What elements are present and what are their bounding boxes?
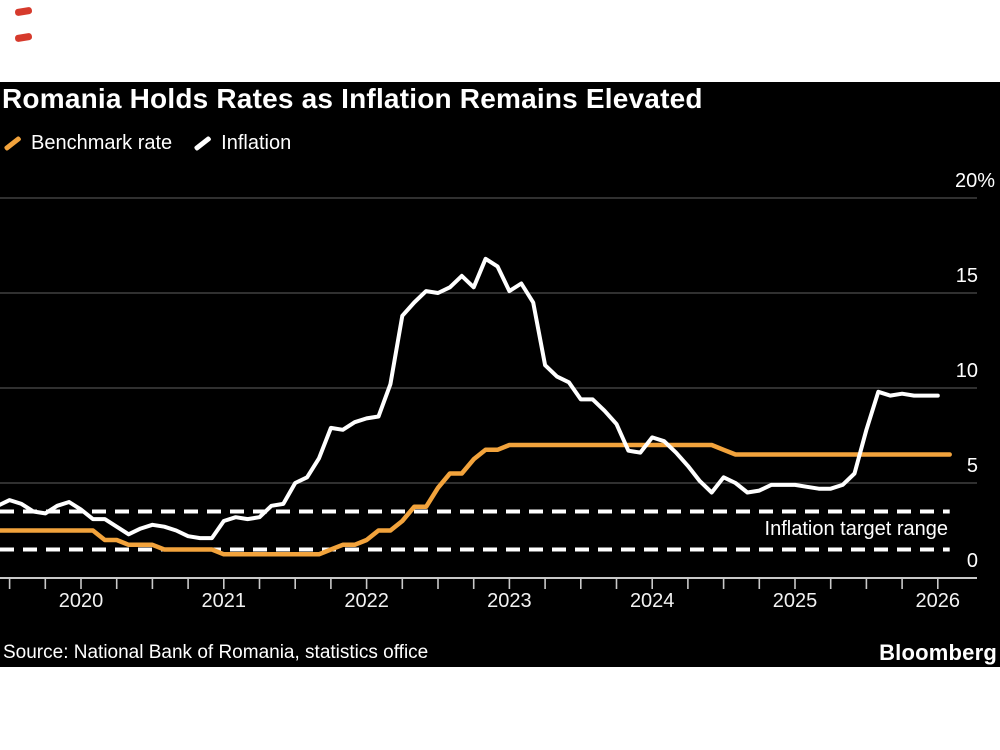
legend-item-inflation: Inflation <box>193 130 291 156</box>
chart-title: Romania Holds Rates as Inflation Remains… <box>2 83 703 114</box>
x-axis-label: 2020 <box>58 590 104 612</box>
x-axis-label: 2022 <box>344 590 389 612</box>
y-axis-label: 0 <box>966 550 978 572</box>
chart-legend: Benchmark rate Inflation <box>3 130 291 156</box>
x-axis-label: 2026 <box>915 590 961 612</box>
inflation-target-range-label: Inflation target range <box>764 518 948 540</box>
series-line-inflation <box>0 256 940 541</box>
x-axis-label: 2024 <box>629 590 675 612</box>
y-axis-label: 10 <box>955 360 978 382</box>
y-axis-label: 15 <box>955 265 978 287</box>
y-axis-label: 5 <box>966 455 978 477</box>
legend-label-benchmark-rate: Benchmark rate <box>31 132 173 154</box>
chart-panel <box>0 82 1000 667</box>
legend-item-benchmark-rate: Benchmark rate <box>3 130 172 156</box>
x-axis-label: 2025 <box>772 590 818 612</box>
x-axis-label: 2021 <box>201 590 247 612</box>
source-note: Source: National Bank of Romania, statis… <box>3 642 429 663</box>
y-axis-label: 20% <box>954 170 995 192</box>
bloomberg-logo: Bloomberg <box>879 640 997 665</box>
legend-label-inflation: Inflation <box>221 132 292 154</box>
series-line-benchmark-rate <box>0 442 952 557</box>
x-axis-label: 2023 <box>487 590 532 612</box>
